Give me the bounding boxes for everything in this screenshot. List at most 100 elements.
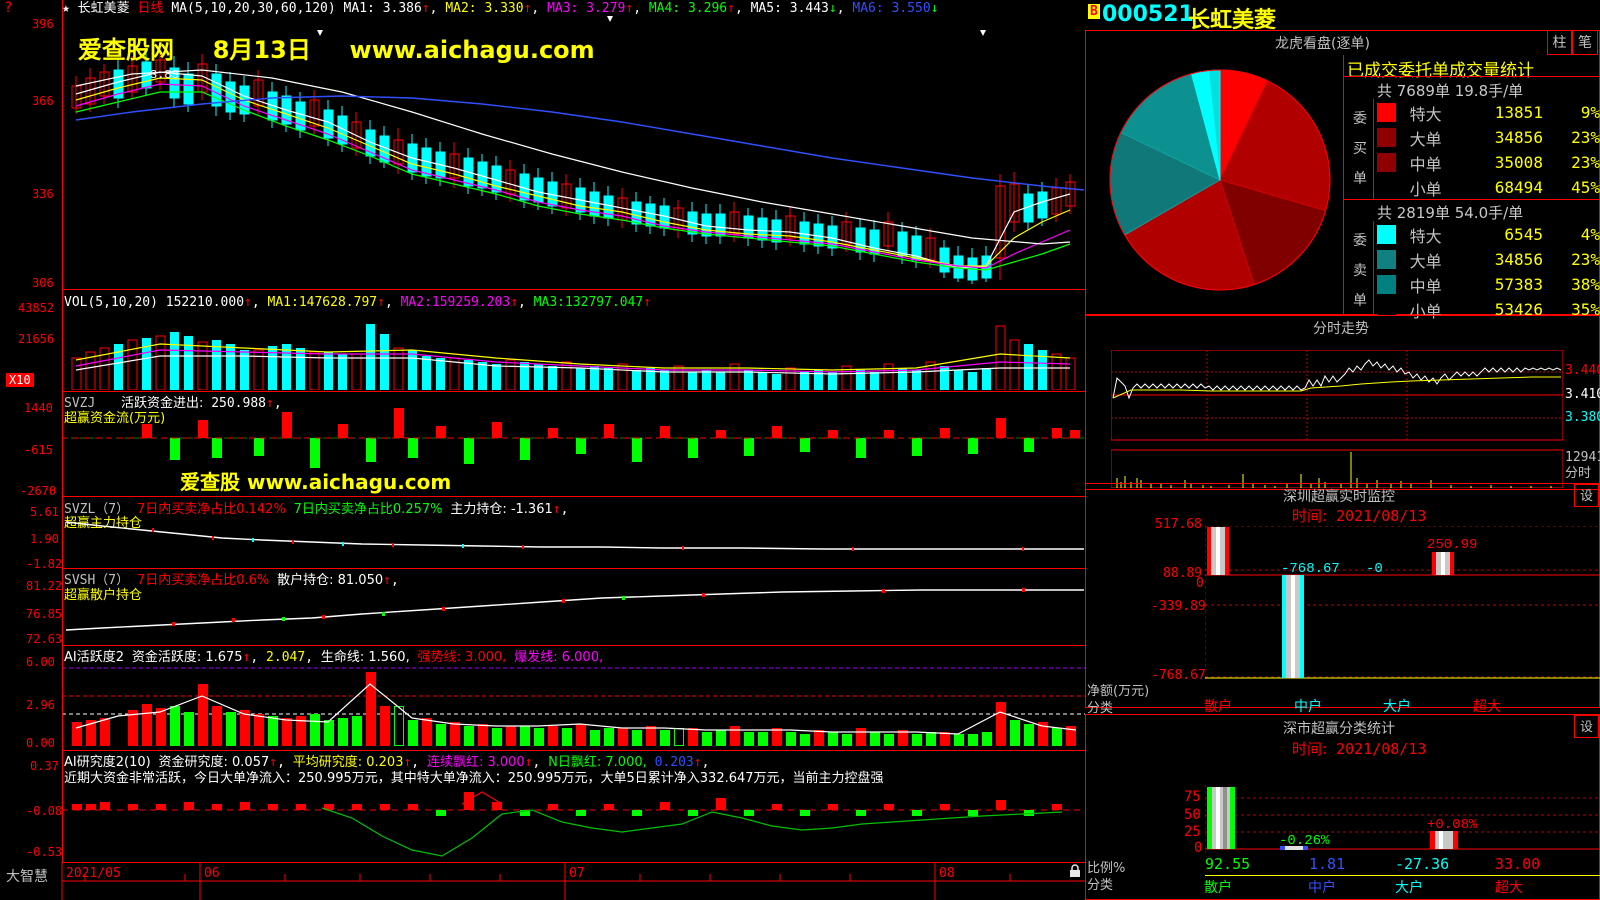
ai-research-seg5: 0.203 (654, 755, 694, 770)
watermark-mid: 爱查股 www.aichagu.com (180, 470, 452, 494)
table-row[interactable]: 中单 35008 23% (1377, 150, 1600, 175)
ai-activity-axis-bot: 0.00 (26, 736, 55, 750)
svsh-plot[interactable] (62, 582, 1085, 644)
swatch-box (1377, 225, 1396, 244)
buy-rows: 特大 13851 9% 大单 34856 23% 中单 35008 23% 小单… (1377, 100, 1600, 200)
swatch-box (1377, 128, 1396, 147)
ai-research-summary: 近期大资金非常活跃，今日大单净流入：250.995万元，其中特大单净流入：250… (64, 771, 884, 786)
vol-ma2-label: MA2: (400, 295, 432, 310)
ai-research-seg1: 资金研究度: 0.057 (158, 755, 270, 770)
time-tick-3: 08 (939, 866, 955, 881)
stock-name[interactable]: 长虹美菱 (77, 1, 130, 16)
classify-time-label: 时间: (1292, 740, 1328, 758)
ai-activity-left-border (62, 646, 63, 751)
ai-research-header: AI研究度2(10) 资金研究度: 0.057↑, 平均研究度: 0.203↑,… (64, 755, 710, 770)
svg-text:+0.08%: +0.08% (1427, 817, 1478, 833)
ai-research-arrow1: ↑ (269, 755, 278, 770)
kline-plot[interactable]: 3.83 ← 3.06 (62, 16, 1085, 288)
monitor-cat-1: 中户 (1294, 699, 1322, 715)
ai-research-seg4: N日飘红: 7.000, (548, 755, 647, 770)
intraday-title: 分时走势 (1313, 321, 1369, 337)
watermark-site: 爱查股网 (78, 36, 174, 64)
tab-button-zhu[interactable]: 柱 (1547, 30, 1572, 55)
classify-y-75: 75 (1184, 789, 1201, 805)
ai-research-arrow2: ↑ (403, 755, 412, 770)
stock-badge: B (1088, 4, 1100, 19)
svzl-left-border (62, 497, 63, 569)
row-pct: 35% (1571, 300, 1600, 319)
row-pct: 23% (1571, 250, 1600, 269)
ai-research-plot[interactable] (62, 788, 1085, 860)
ai-activity-plot[interactable] (62, 662, 1085, 748)
table-row[interactable]: 大单 34856 23% (1377, 247, 1600, 272)
vol-ma1-label: MA1: (267, 295, 299, 310)
svzl-red-text: 7日内买卖净占比0.142% (136, 502, 286, 517)
table-row[interactable]: 大单 34856 23% (1377, 125, 1600, 150)
svsh-arrow: ↑ (383, 573, 391, 588)
ma1-arrow: ↑ (421, 1, 430, 16)
svzl-plot[interactable] (62, 510, 1085, 568)
classify-plot[interactable]: +0.17% -0.26% +0.08% (1205, 785, 1600, 853)
monitor-plot[interactable]: 517.68 -768.67 -0 250.99 (1205, 526, 1600, 681)
monitor-setting-button[interactable]: 设 (1574, 484, 1599, 507)
stock-title-name[interactable]: 长虹美菱 (1188, 8, 1277, 33)
table-row[interactable]: 特大 6545 4% (1377, 222, 1600, 247)
svsh-subtitle: 超赢散户持仓 (64, 588, 143, 603)
ai-activity-seg3: 生命线: 1.560, (320, 650, 410, 665)
table-row[interactable]: 特大 13851 9% (1377, 100, 1600, 125)
svsh-white-text: 散户持仓: 81.050 (277, 573, 384, 588)
time-tick-1: 06 (204, 866, 220, 881)
monitor-time-value: 2021/08/13 (1336, 507, 1427, 525)
svsh-comma: , (390, 573, 399, 588)
ma-formula: MA(5,10,20,30,60,120) (171, 1, 336, 16)
vol-plot[interactable] (62, 310, 1085, 390)
svzj-axis-top: 1440 (24, 401, 53, 415)
classify-value-3: 33.00 (1495, 855, 1541, 873)
buy-sell-divider (1343, 199, 1600, 200)
row-pct: 23% (1571, 128, 1600, 147)
svzl-code: SVZL（7） (64, 502, 130, 517)
buy-summary: 共 7689单 19.8手/单 (1377, 82, 1524, 100)
svg-text:-768.67: -768.67 (1281, 561, 1340, 577)
classify-setting-button[interactable]: 设 (1574, 715, 1599, 738)
svg-text:+0.17%: +0.17% (1205, 785, 1256, 786)
ma3-value: 3.279 (586, 1, 626, 16)
stock-code[interactable]: 000521 (1102, 2, 1194, 27)
classify-y-25: 25 (1184, 824, 1201, 840)
intraday-vol-label: 12941 (1565, 450, 1600, 465)
vol-value: 152210.000 (165, 295, 245, 310)
monitor-cat-2: 大户 (1383, 699, 1411, 715)
classify-cat-1: 中户 (1308, 880, 1336, 896)
ma6-value: 3.550 (891, 1, 931, 16)
watermark-title: 爱查股网 8月13日 www.aichagu.com (78, 30, 595, 65)
svzl-comma: , (560, 502, 569, 517)
price-axis-label-366: 366 (32, 94, 54, 108)
price-axis-label-336: 336 (32, 187, 54, 201)
ai-activity-seg1: 资金活跃度: 1.675 (131, 650, 243, 665)
time-tick-2: 07 (569, 866, 585, 881)
svzj-axis-bot: -2670 (20, 484, 57, 498)
sell-rows: 特大 6545 4% 大单 34856 23% 中单 57383 38% 小单 … (1377, 222, 1600, 322)
lock-icon[interactable] (1068, 864, 1082, 878)
vol-ma1-value: 147628.797 (298, 295, 378, 310)
classify-baseline (1205, 875, 1600, 876)
svzj-subtitle: 超赢资金流(万元) (64, 411, 166, 426)
period-label[interactable]: 日线 (137, 1, 164, 16)
price-axis-label-396: 396 (32, 17, 54, 31)
svzj-plot[interactable] (62, 400, 1085, 495)
svsh-axis-bot: 72.63 (26, 632, 63, 646)
swatch-box (1377, 250, 1396, 269)
classify-y-0: 0 (1194, 840, 1203, 856)
tab-button-bi[interactable]: 笔 (1572, 30, 1598, 55)
table-row[interactable]: 中单 57383 38% (1377, 272, 1600, 297)
ma-values: MA1: 3.386↑, MA2: 3.330↑, MA3: 3.279↑, M… (343, 1, 939, 16)
intraday-plot[interactable] (1111, 350, 1563, 488)
classify-value-0: 92.55 (1205, 855, 1251, 873)
row-count: 34856 (1494, 128, 1543, 147)
kline-bottom-border (62, 289, 1085, 290)
svzj-bottom-border (62, 496, 1085, 497)
monitor-unit-label: 净额(万元) (1087, 684, 1150, 699)
table-row[interactable]: 小单 68494 45% (1377, 175, 1600, 200)
swatch-box (1377, 300, 1396, 319)
order-pie-chart[interactable] (1095, 55, 1345, 305)
